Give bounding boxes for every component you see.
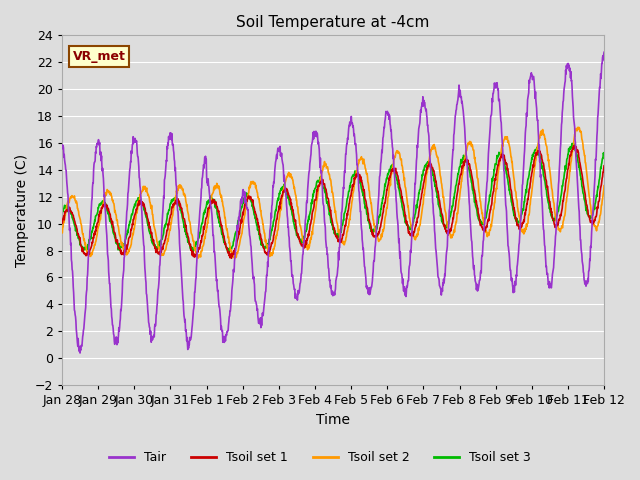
X-axis label: Time: Time: [316, 413, 350, 427]
Text: VR_met: VR_met: [73, 50, 125, 63]
Legend: Tair, Tsoil set 1, Tsoil set 2, Tsoil set 3: Tair, Tsoil set 1, Tsoil set 2, Tsoil se…: [104, 446, 536, 469]
Title: Soil Temperature at -4cm: Soil Temperature at -4cm: [236, 15, 429, 30]
Y-axis label: Temperature (C): Temperature (C): [15, 154, 29, 267]
